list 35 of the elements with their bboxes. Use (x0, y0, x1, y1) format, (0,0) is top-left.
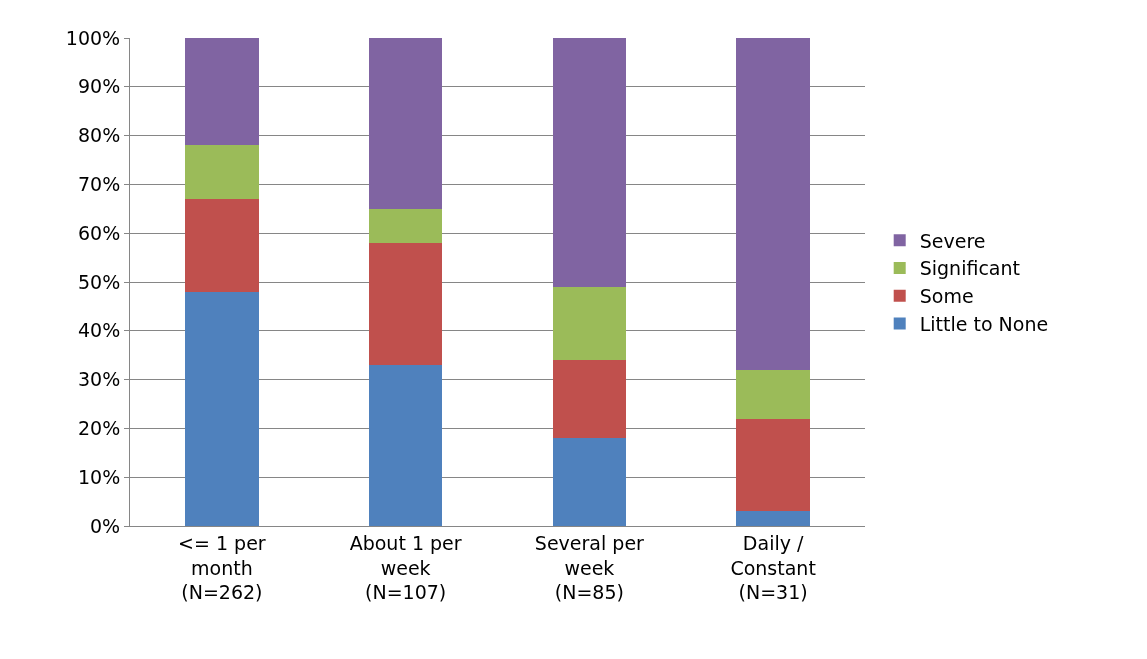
y-tick-label: 70% (77, 173, 121, 196)
legend-label: Severe (919, 229, 986, 252)
y-tick-label: 20% (77, 417, 121, 440)
bar (368, 208, 443, 243)
bar (552, 438, 627, 526)
x-tick-label: Daily / Constant (N=31) (730, 531, 816, 604)
bar (736, 511, 810, 526)
bar (368, 242, 443, 365)
bar (185, 145, 259, 200)
y-tick-label: 90% (77, 75, 121, 98)
x-tick-label: About 1 per week (N=107) (349, 531, 462, 604)
y-tick-label: 40% (77, 319, 121, 342)
y-tick-label: 30% (77, 368, 121, 391)
bar (552, 360, 627, 439)
bar (552, 286, 627, 361)
y-tick-label: 0% (90, 514, 121, 537)
bar (368, 38, 443, 209)
legend-label: Significant (919, 257, 1020, 280)
bar (185, 38, 259, 146)
y-tick-label: 100% (65, 26, 121, 49)
y-tick-label: 10% (77, 465, 121, 488)
bar (368, 364, 443, 526)
bar (736, 38, 810, 370)
bar (185, 199, 259, 292)
legend-label: Some (919, 285, 974, 308)
x-tick-label: <= 1 per month (N=262) (178, 531, 266, 604)
bar (552, 38, 627, 287)
y-tick-label: 50% (77, 270, 121, 293)
x-tick-label: Several per week (N=85) (534, 531, 645, 604)
y-tick-label: 80% (77, 124, 121, 147)
bar (185, 291, 259, 526)
legend-label: Little to None (919, 312, 1049, 335)
bar (736, 418, 810, 512)
bar (736, 369, 810, 419)
y-tick-label: 60% (77, 221, 121, 244)
